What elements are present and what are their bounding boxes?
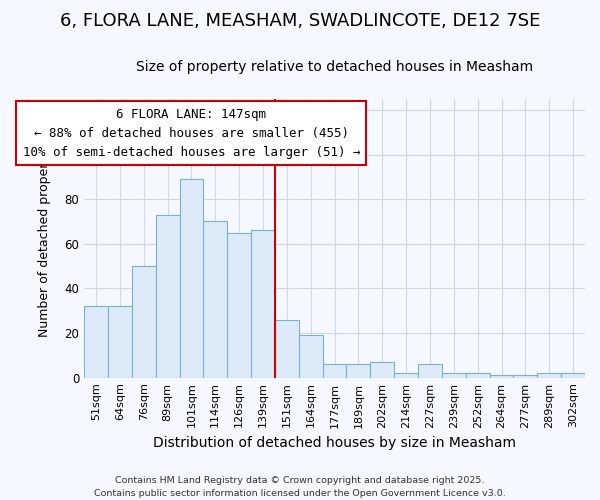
Bar xyxy=(514,376,537,378)
Bar xyxy=(132,266,155,378)
Bar xyxy=(227,232,251,378)
Bar xyxy=(251,230,275,378)
Bar xyxy=(108,306,132,378)
Bar xyxy=(561,373,585,378)
Title: Size of property relative to detached houses in Measham: Size of property relative to detached ho… xyxy=(136,60,533,74)
Bar xyxy=(466,373,490,378)
Bar xyxy=(394,373,418,378)
X-axis label: Distribution of detached houses by size in Measham: Distribution of detached houses by size … xyxy=(153,436,516,450)
Text: Contains HM Land Registry data © Crown copyright and database right 2025.
Contai: Contains HM Land Registry data © Crown c… xyxy=(94,476,506,498)
Bar xyxy=(418,364,442,378)
Text: 6 FLORA LANE: 147sqm
← 88% of detached houses are smaller (455)
10% of semi-deta: 6 FLORA LANE: 147sqm ← 88% of detached h… xyxy=(23,108,360,158)
Bar xyxy=(155,215,179,378)
Bar xyxy=(346,364,370,378)
Y-axis label: Number of detached properties: Number of detached properties xyxy=(38,140,52,336)
Bar xyxy=(490,376,514,378)
Bar xyxy=(179,179,203,378)
Bar xyxy=(84,306,108,378)
Bar xyxy=(537,373,561,378)
Bar xyxy=(323,364,346,378)
Bar xyxy=(442,373,466,378)
Bar xyxy=(370,362,394,378)
Bar xyxy=(275,320,299,378)
Text: 6, FLORA LANE, MEASHAM, SWADLINCOTE, DE12 7SE: 6, FLORA LANE, MEASHAM, SWADLINCOTE, DE1… xyxy=(60,12,540,30)
Bar xyxy=(203,222,227,378)
Bar xyxy=(299,336,323,378)
